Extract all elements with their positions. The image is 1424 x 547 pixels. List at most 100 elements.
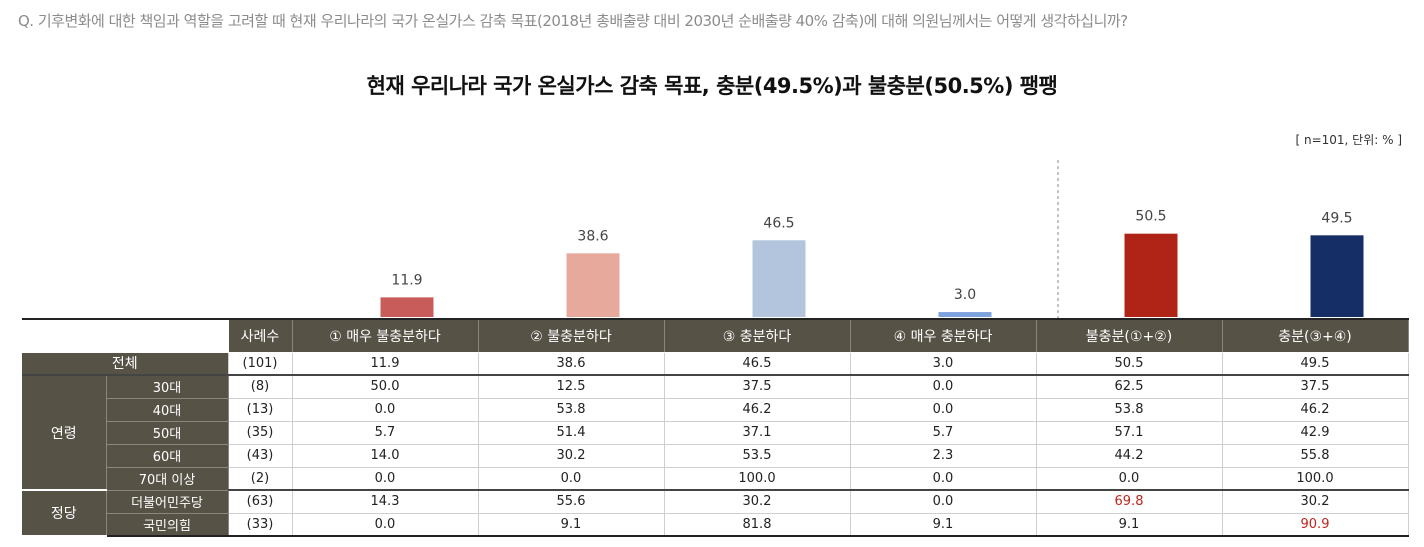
table-cell: 0.0 xyxy=(850,467,1037,491)
table-cell: 62.5 xyxy=(1035,375,1223,399)
table-cell: 0.0 xyxy=(850,375,1037,399)
table-row: 70대 이상 (2) 0.0 0.0 100.0 0.0 0.0 100.0 xyxy=(22,467,1409,491)
cell-cases: (2) xyxy=(228,467,293,491)
table-cell: 55.8 xyxy=(1222,444,1409,468)
table-cell: 12.5 xyxy=(478,375,665,399)
row-label: 50대 xyxy=(106,421,229,445)
header-blank xyxy=(22,319,229,353)
table-cell: 30.2 xyxy=(1222,490,1409,514)
cell-cases: (8) xyxy=(228,375,293,399)
table-cell: 100.0 xyxy=(1222,467,1409,491)
bar-value-label-4: 3.0 xyxy=(954,287,976,303)
table-cell: 0.0 xyxy=(850,490,1037,514)
table-cell: 14.3 xyxy=(292,490,479,514)
table-cell: 30.2 xyxy=(478,444,665,468)
cell-cases: (43) xyxy=(228,444,293,468)
table-cell: 46.2 xyxy=(664,398,851,422)
bar-5 xyxy=(1124,233,1178,317)
table-cell: 9.1 xyxy=(478,513,665,537)
group-label: 정당 xyxy=(22,490,107,537)
bar-2 xyxy=(566,253,620,317)
cell-cases: (13) xyxy=(228,398,293,422)
sample-size-note: [ n=101, 단위: % ] xyxy=(1295,133,1402,147)
row-label: 국민의힘 xyxy=(106,513,229,537)
table-row: 연령 30대 (8) 50.0 12.5 37.5 0.0 62.5 37.5 xyxy=(22,375,1409,491)
table-cell: 0.0 xyxy=(292,467,479,491)
table-cell: 53.5 xyxy=(664,444,851,468)
group-label: 연령 xyxy=(22,375,107,491)
row-label: 30대 xyxy=(106,375,229,399)
table-cell: 46.2 xyxy=(1222,398,1409,422)
table-header-row: 사례수 ① 매우 불충분하다 ② 불충분하다 ③ 충분하다 ④ 매우 충분하다 … xyxy=(22,319,1409,353)
bar-3 xyxy=(752,240,806,317)
table-cell: 0.0 xyxy=(292,513,479,537)
table-cell: 46.5 xyxy=(664,352,851,376)
table-cell: 14.0 xyxy=(292,444,479,468)
cell-cases: (33) xyxy=(228,513,293,537)
table-cell: 2.3 xyxy=(850,444,1037,468)
cell-cases: (63) xyxy=(228,490,293,514)
table-cell: 38.6 xyxy=(478,352,665,376)
row-label: 40대 xyxy=(106,398,229,422)
table-row: 40대 (13) 0.0 53.8 46.2 0.0 53.8 46.2 xyxy=(22,398,1409,422)
bar-value-label-6: 49.5 xyxy=(1321,210,1352,226)
table-cell: 11.9 xyxy=(292,352,479,376)
table-cell: 42.9 xyxy=(1222,421,1409,445)
header-col-6: 충분(③+④) xyxy=(1222,319,1409,353)
table-cell: 5.7 xyxy=(292,421,479,445)
table-cell: 44.2 xyxy=(1035,444,1223,468)
cell-cases: (101) xyxy=(228,352,293,376)
bar-value-label-1: 11.9 xyxy=(391,272,422,288)
bar-value-label-5: 50.5 xyxy=(1135,209,1166,225)
table-row: 국민의힘 (33) 0.0 9.1 81.8 9.1 9.1 90.9 xyxy=(22,513,1409,537)
bar-chart: 11.9 38.6 46.5 3.0 50.5 49.5 xyxy=(380,160,1364,320)
bar-value-label-3: 46.5 xyxy=(763,215,794,231)
table-cell: 50.0 xyxy=(292,375,479,399)
table-cell: 55.6 xyxy=(478,490,665,514)
row-label: 더불어민주당 xyxy=(106,490,229,514)
table-cell: 50.5 xyxy=(1035,352,1223,376)
table-cell: 37.5 xyxy=(1222,375,1409,399)
bar-6 xyxy=(1310,235,1364,317)
table-row: 정당 더불어민주당 (63) 14.3 55.6 30.2 0.0 69.8 30.2 xyxy=(22,490,1409,537)
table-cell: 90.9 xyxy=(1222,513,1409,537)
table-cell: 37.1 xyxy=(664,421,851,445)
table-cell: 9.1 xyxy=(850,513,1037,537)
table-cell: 0.0 xyxy=(850,398,1037,422)
table-cell: 49.5 xyxy=(1222,352,1409,376)
table-cell: 0.0 xyxy=(478,467,665,491)
bar-4 xyxy=(938,312,992,317)
row-label-total: 전체 xyxy=(22,352,229,376)
table-row-total: 전체 (101) 11.9 38.6 46.5 3.0 50.5 49.5 xyxy=(22,352,1409,376)
table-cell: 0.0 xyxy=(1035,467,1223,491)
header-col-2: ② 불충분하다 xyxy=(478,319,665,353)
crosstab-table: 사례수 ① 매우 불충분하다 ② 불충분하다 ③ 충분하다 ④ 매우 충분하다 … xyxy=(22,318,1409,537)
table-cell: 53.8 xyxy=(478,398,665,422)
table-cell: 100.0 xyxy=(664,467,851,491)
row-label: 70대 이상 xyxy=(106,467,229,491)
question-text: Q. 기후변화에 대한 책임과 역할을 고려할 때 현재 우리나라의 국가 온실… xyxy=(18,12,1128,30)
table-cell: 5.7 xyxy=(850,421,1037,445)
table-cell: 69.8 xyxy=(1035,490,1223,514)
table-cell: 37.5 xyxy=(664,375,851,399)
table-cell: 0.0 xyxy=(292,398,479,422)
table-row: 50대 (35) 5.7 51.4 37.1 5.7 57.1 42.9 xyxy=(22,421,1409,445)
bar-value-label-2: 38.6 xyxy=(577,228,608,244)
table-cell: 3.0 xyxy=(850,352,1037,376)
table-cell: 81.8 xyxy=(664,513,851,537)
chart-title: 현재 우리나라 국가 온실가스 감축 목표, 충분(49.5%)과 불충분(50… xyxy=(366,74,1058,98)
table-cell: 57.1 xyxy=(1035,421,1223,445)
cell-cases: (35) xyxy=(228,421,293,445)
header-cases: 사례수 xyxy=(228,319,293,353)
header-col-1: ① 매우 불충분하다 xyxy=(292,319,479,353)
table-cell: 51.4 xyxy=(478,421,665,445)
header-col-4: ④ 매우 충분하다 xyxy=(850,319,1037,353)
header-col-3: ③ 충분하다 xyxy=(664,319,851,353)
table-cell: 53.8 xyxy=(1035,398,1223,422)
table-cell: 9.1 xyxy=(1035,513,1223,537)
table-row: 60대 (43) 14.0 30.2 53.5 2.3 44.2 55.8 xyxy=(22,444,1409,468)
table-cell: 30.2 xyxy=(664,490,851,514)
bar-1 xyxy=(380,297,434,317)
header-col-5: 불충분(①+②) xyxy=(1035,319,1223,353)
row-label: 60대 xyxy=(106,444,229,468)
